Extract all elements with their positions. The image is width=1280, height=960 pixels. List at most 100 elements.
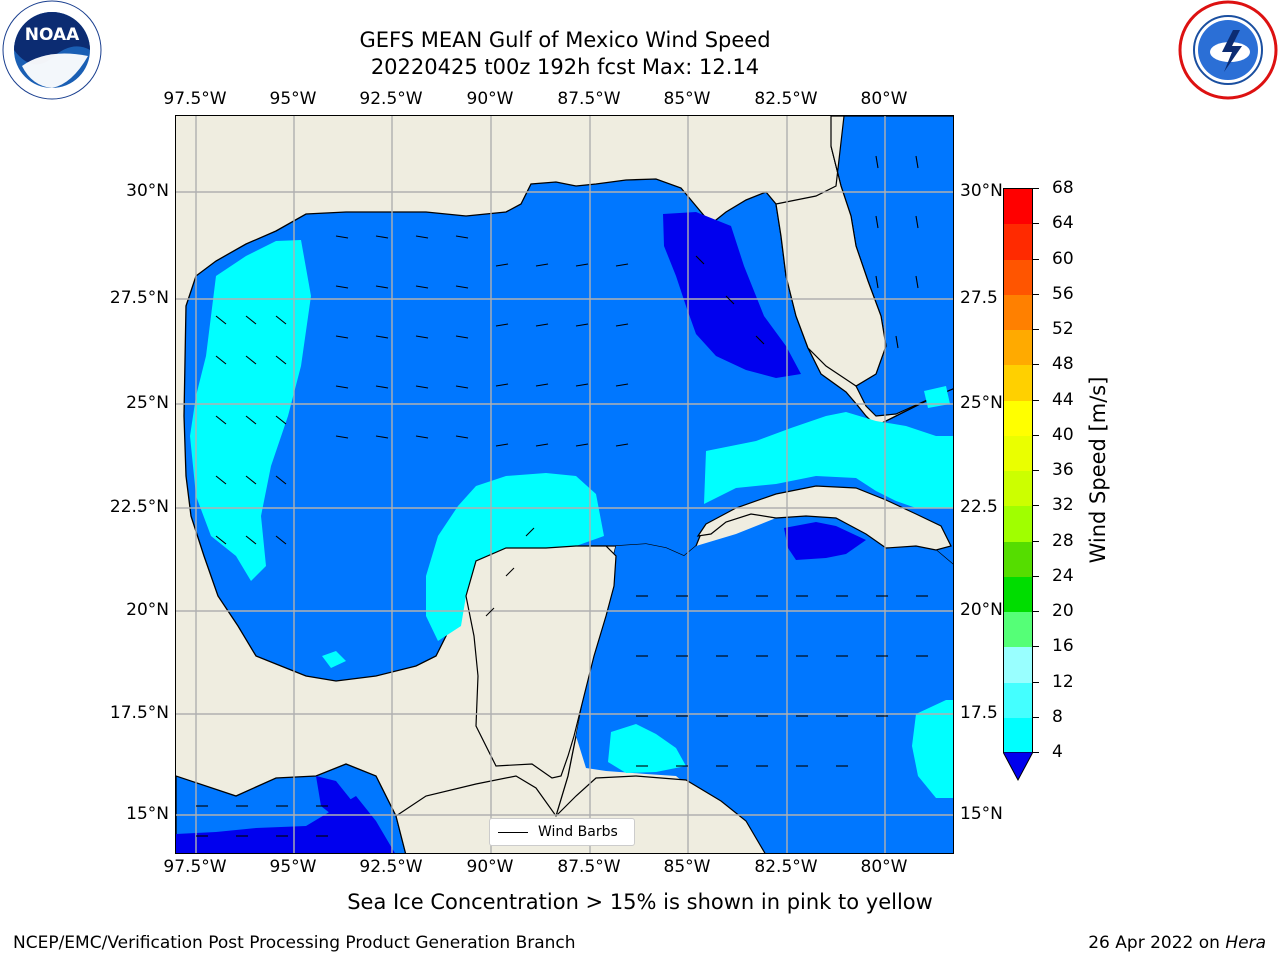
noaa-logo: NOAA [2, 0, 102, 100]
lon-label-bottom: 92.5°W [359, 857, 423, 877]
colorbar [1003, 188, 1033, 754]
colorbar-tick [1033, 470, 1039, 471]
colorbar-tick [1033, 293, 1039, 295]
colorbar-tick-label: 20 [1052, 601, 1074, 621]
lon-label-top: 95°W [269, 89, 317, 109]
colorbar-segment [1004, 435, 1032, 472]
lat-label-left: 20°N [126, 600, 169, 620]
lon-label-top: 97.5°W [163, 89, 227, 109]
lon-label-bottom: 82.5°W [754, 857, 818, 877]
chart-title: GEFS MEAN Gulf of Mexico Wind Speed [359, 28, 771, 52]
lon-label-bottom: 90°W [466, 857, 514, 877]
darkblue-region-southwest [316, 776, 356, 818]
florida-land [775, 116, 887, 387]
cyan-region-west [190, 240, 311, 581]
colorbar-tick-label: 16 [1052, 636, 1074, 657]
lat-label-right: 15°N [960, 804, 1003, 824]
colorbar-tick [1033, 258, 1039, 260]
cyan-spot [322, 651, 346, 668]
lon-label-bottom: 80°W [860, 857, 908, 877]
colorbar-segment [1004, 647, 1032, 683]
lat-label-right: 25°N [960, 393, 1003, 413]
lon-label-top: 92.5°W [359, 89, 423, 109]
colorbar-tick-label: 8 [1052, 706, 1063, 727]
colorbar-tick-label: 12 [1052, 671, 1074, 692]
lon-label-bottom: 85°W [663, 857, 711, 877]
colorbar-tick [1033, 329, 1039, 330]
gulf-map [175, 115, 954, 854]
colorbar-tick-label: 44 [1052, 389, 1074, 410]
lon-label-top: 82.5°W [754, 89, 818, 109]
cyan-region-central [426, 473, 604, 641]
colorbar-segment [1004, 224, 1032, 260]
lon-label-bottom: 97.5°W [163, 857, 227, 877]
colorbar-tick [1033, 223, 1039, 225]
colorbar-tick-label: 40 [1052, 424, 1074, 445]
footer-org: NCEP/EMC/Verification Post Processing Pr… [13, 933, 576, 953]
footer-host: Hera [1225, 933, 1266, 953]
lon-label-top: 87.5°W [557, 89, 621, 109]
lat-label-left: 30°N [126, 181, 169, 201]
nws-logo [1178, 0, 1278, 100]
colorbar-tick [1033, 434, 1039, 436]
chart-subtitle: 20220425 t00z 192h fcst Max: 12.14 [370, 55, 760, 79]
colorbar-tick-label: 4 [1052, 742, 1063, 762]
colorbar-tick-label: 24 [1052, 565, 1074, 586]
lat-label-right: 20°N [960, 600, 1003, 620]
noaa-logo-text: NOAA [25, 25, 80, 45]
colorbar-segment [1004, 471, 1032, 507]
cyan-region-caribbean [608, 724, 686, 773]
colorbar-segment [1004, 506, 1032, 542]
colorbar-segment [1004, 294, 1032, 331]
colorbar-tick [1033, 399, 1039, 401]
wind-barbs [196, 155, 928, 837]
cuba-land [696, 485, 952, 551]
colorbar-tick [1033, 716, 1039, 718]
cyan-region-east [704, 412, 953, 508]
lat-label-left: 27.5°N [109, 288, 169, 308]
legend-label: Wind Barbs [538, 824, 618, 840]
colorbar-tick-label: 48 [1052, 354, 1074, 375]
colorbar-under-arrow [1003, 752, 1033, 782]
colorbar-tick-label: 36 [1052, 460, 1074, 480]
colorbar-segment [1004, 576, 1032, 613]
lat-label-right: 27.5 [960, 288, 998, 308]
colorbar-segment [1004, 189, 1032, 225]
lon-label-top: 90°W [466, 89, 514, 109]
colorbar-title: Wind Speed [m/s] [1086, 376, 1110, 564]
colorbar-tick-label: 28 [1052, 530, 1074, 551]
colorbar-segment [1004, 717, 1032, 754]
lat-label-right: 30°N [960, 181, 1003, 201]
yucatan-land [465, 545, 617, 779]
colorbar-segment [1004, 365, 1032, 401]
map-canvas [176, 116, 953, 853]
grid-lines [176, 116, 953, 853]
darkblue-region-caribbean [784, 522, 866, 560]
colorbar-tick [1033, 575, 1039, 577]
footer-date: 26 Apr 2022 on Hera [1088, 933, 1266, 953]
lat-label-right: 17.5 [960, 703, 998, 723]
lat-label-right: 22.5 [960, 497, 998, 517]
lat-label-left: 17.5°N [109, 703, 169, 723]
colorbar-tick [1033, 646, 1039, 648]
colorbar-tick [1033, 505, 1039, 507]
footer-date-text: 26 Apr 2022 on [1088, 933, 1220, 953]
lon-label-top: 80°W [860, 89, 908, 109]
colorbar-segment [1004, 612, 1032, 648]
colorbar-tick-label: 56 [1052, 283, 1074, 304]
cyan-region-southeast [912, 700, 953, 798]
colorbar-tick-label: 52 [1052, 319, 1074, 339]
colorbar-segment [1004, 400, 1032, 437]
lon-label-top: 85°W [663, 89, 711, 109]
colorbar-tick [1033, 540, 1039, 542]
colorbar-tick-label: 64 [1052, 213, 1074, 234]
colorbar-tick [1033, 611, 1039, 612]
lon-label-bottom: 95°W [269, 857, 317, 877]
map-legend: Wind Barbs [489, 818, 635, 846]
colorbar-tick-label: 32 [1052, 495, 1074, 516]
cyan-spot [924, 386, 950, 408]
colorbar-segment [1004, 330, 1032, 366]
colorbar-segment [1004, 541, 1032, 578]
lat-label-left: 25°N [126, 393, 169, 413]
sea-ice-note: Sea Ice Concentration > 15% is shown in … [347, 890, 933, 914]
